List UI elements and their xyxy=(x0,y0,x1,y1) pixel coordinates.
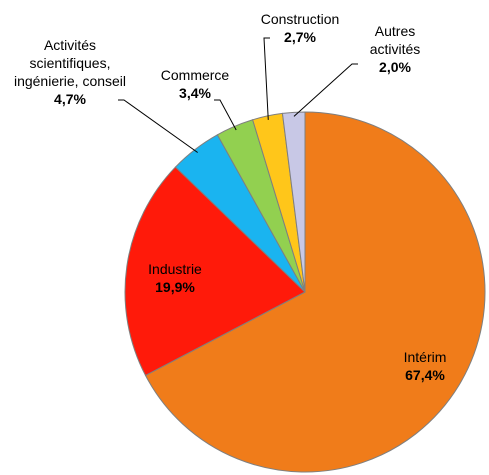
value-label: 4,7% xyxy=(54,91,86,107)
category-label: Autres activités xyxy=(369,23,421,57)
pie-slice xyxy=(144,111,486,473)
category-label: Intérim xyxy=(403,349,447,365)
leader-line xyxy=(263,37,270,120)
category-label: Construction xyxy=(260,11,340,27)
slice-label: Intérim 67,4% xyxy=(385,348,465,384)
pie-slice xyxy=(124,166,306,377)
category-label: Commerce xyxy=(160,67,230,83)
value-label: 3,4% xyxy=(179,85,211,101)
leader-line xyxy=(293,63,358,117)
leader-line xyxy=(118,99,198,153)
category-label: Industrie xyxy=(148,261,202,277)
slice-label: Activités scientifiques, ingénierie, con… xyxy=(10,36,130,108)
value-label: 19,9% xyxy=(155,279,195,295)
leader-line xyxy=(214,99,237,131)
slice-label: Commerce 3,4% xyxy=(150,66,240,102)
slice-label: Construction 2,7% xyxy=(245,10,355,46)
slice-label: Industrie 19,9% xyxy=(130,260,220,296)
value-label: 2,0% xyxy=(379,59,411,75)
category-label: Activités scientifiques, ingénierie, con… xyxy=(13,37,127,89)
pie-slice xyxy=(281,111,306,293)
slice-label: Autres activités 2,0% xyxy=(350,22,440,76)
value-label: 2,7% xyxy=(284,29,316,45)
value-label: 67,4% xyxy=(405,367,445,383)
